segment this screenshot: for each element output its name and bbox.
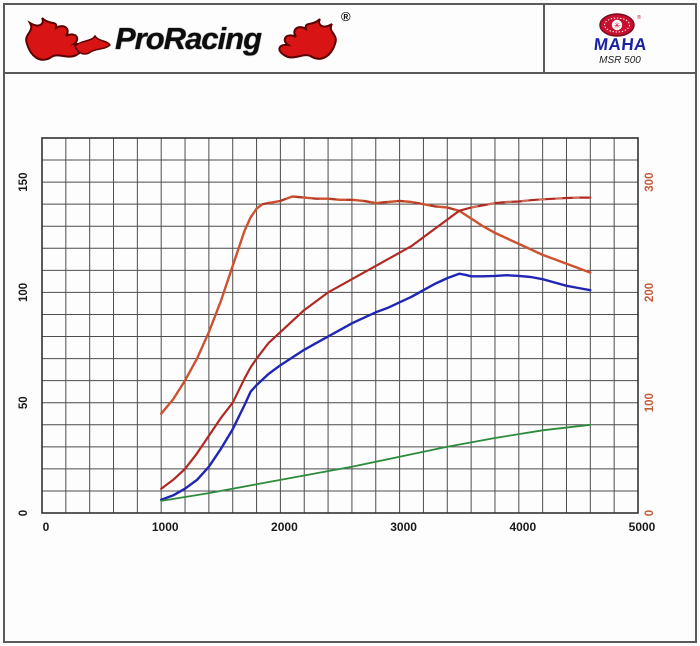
device-model: MSR 500 <box>599 54 641 66</box>
curve-orange-curve-dash-overlay <box>262 195 460 212</box>
x-axis-tick-label: 2000 <box>271 520 298 534</box>
curve-red-curve <box>160 196 592 490</box>
plot-border <box>41 137 639 514</box>
curve-blue-curve <box>159 272 592 501</box>
x-axis-tick-label: 3000 <box>390 520 417 534</box>
outer-frame: ProRacing ® ✳ ® MAHA MSR 500 <box>3 3 697 643</box>
left-axis-tick-label: 150 <box>18 173 30 192</box>
brand-logo: ProRacing ® <box>5 5 543 72</box>
right-axis-tick-label: 0 <box>644 510 656 516</box>
left-axis-tick-label: 100 <box>18 283 30 302</box>
registered-trademark: ® <box>341 9 351 24</box>
left-axis-tick-label: 50 <box>18 396 30 409</box>
brand-name: ProRacing <box>115 20 262 56</box>
maha-emblem-icon: ✳ ® <box>599 12 641 37</box>
right-axis-tick-label: 100 <box>644 393 656 412</box>
right-axis-tick-label: 300 <box>644 173 656 192</box>
device-logo: ✳ ® MAHA MSR 500 <box>543 5 695 72</box>
flame-right-icon <box>278 17 337 60</box>
curve-red-curve-dash-overlay <box>470 196 591 209</box>
x-axis-tick-label: 1000 <box>152 520 179 534</box>
header-band: ProRacing ® ✳ ® MAHA MSR 500 <box>5 5 695 74</box>
left-axis-tick-label: 0 <box>18 510 30 516</box>
x-axis-tick-label: 0 <box>43 520 50 534</box>
right-axis-tick-label: 200 <box>644 283 656 302</box>
curve-green-curve <box>160 423 592 502</box>
flame-left-icon <box>25 16 111 61</box>
svg-text:✳: ✳ <box>613 20 621 30</box>
svg-text:®: ® <box>637 14 641 21</box>
x-axis-tick-label: 4000 <box>509 520 536 534</box>
x-axis-tick-label: 5000 <box>629 520 656 534</box>
